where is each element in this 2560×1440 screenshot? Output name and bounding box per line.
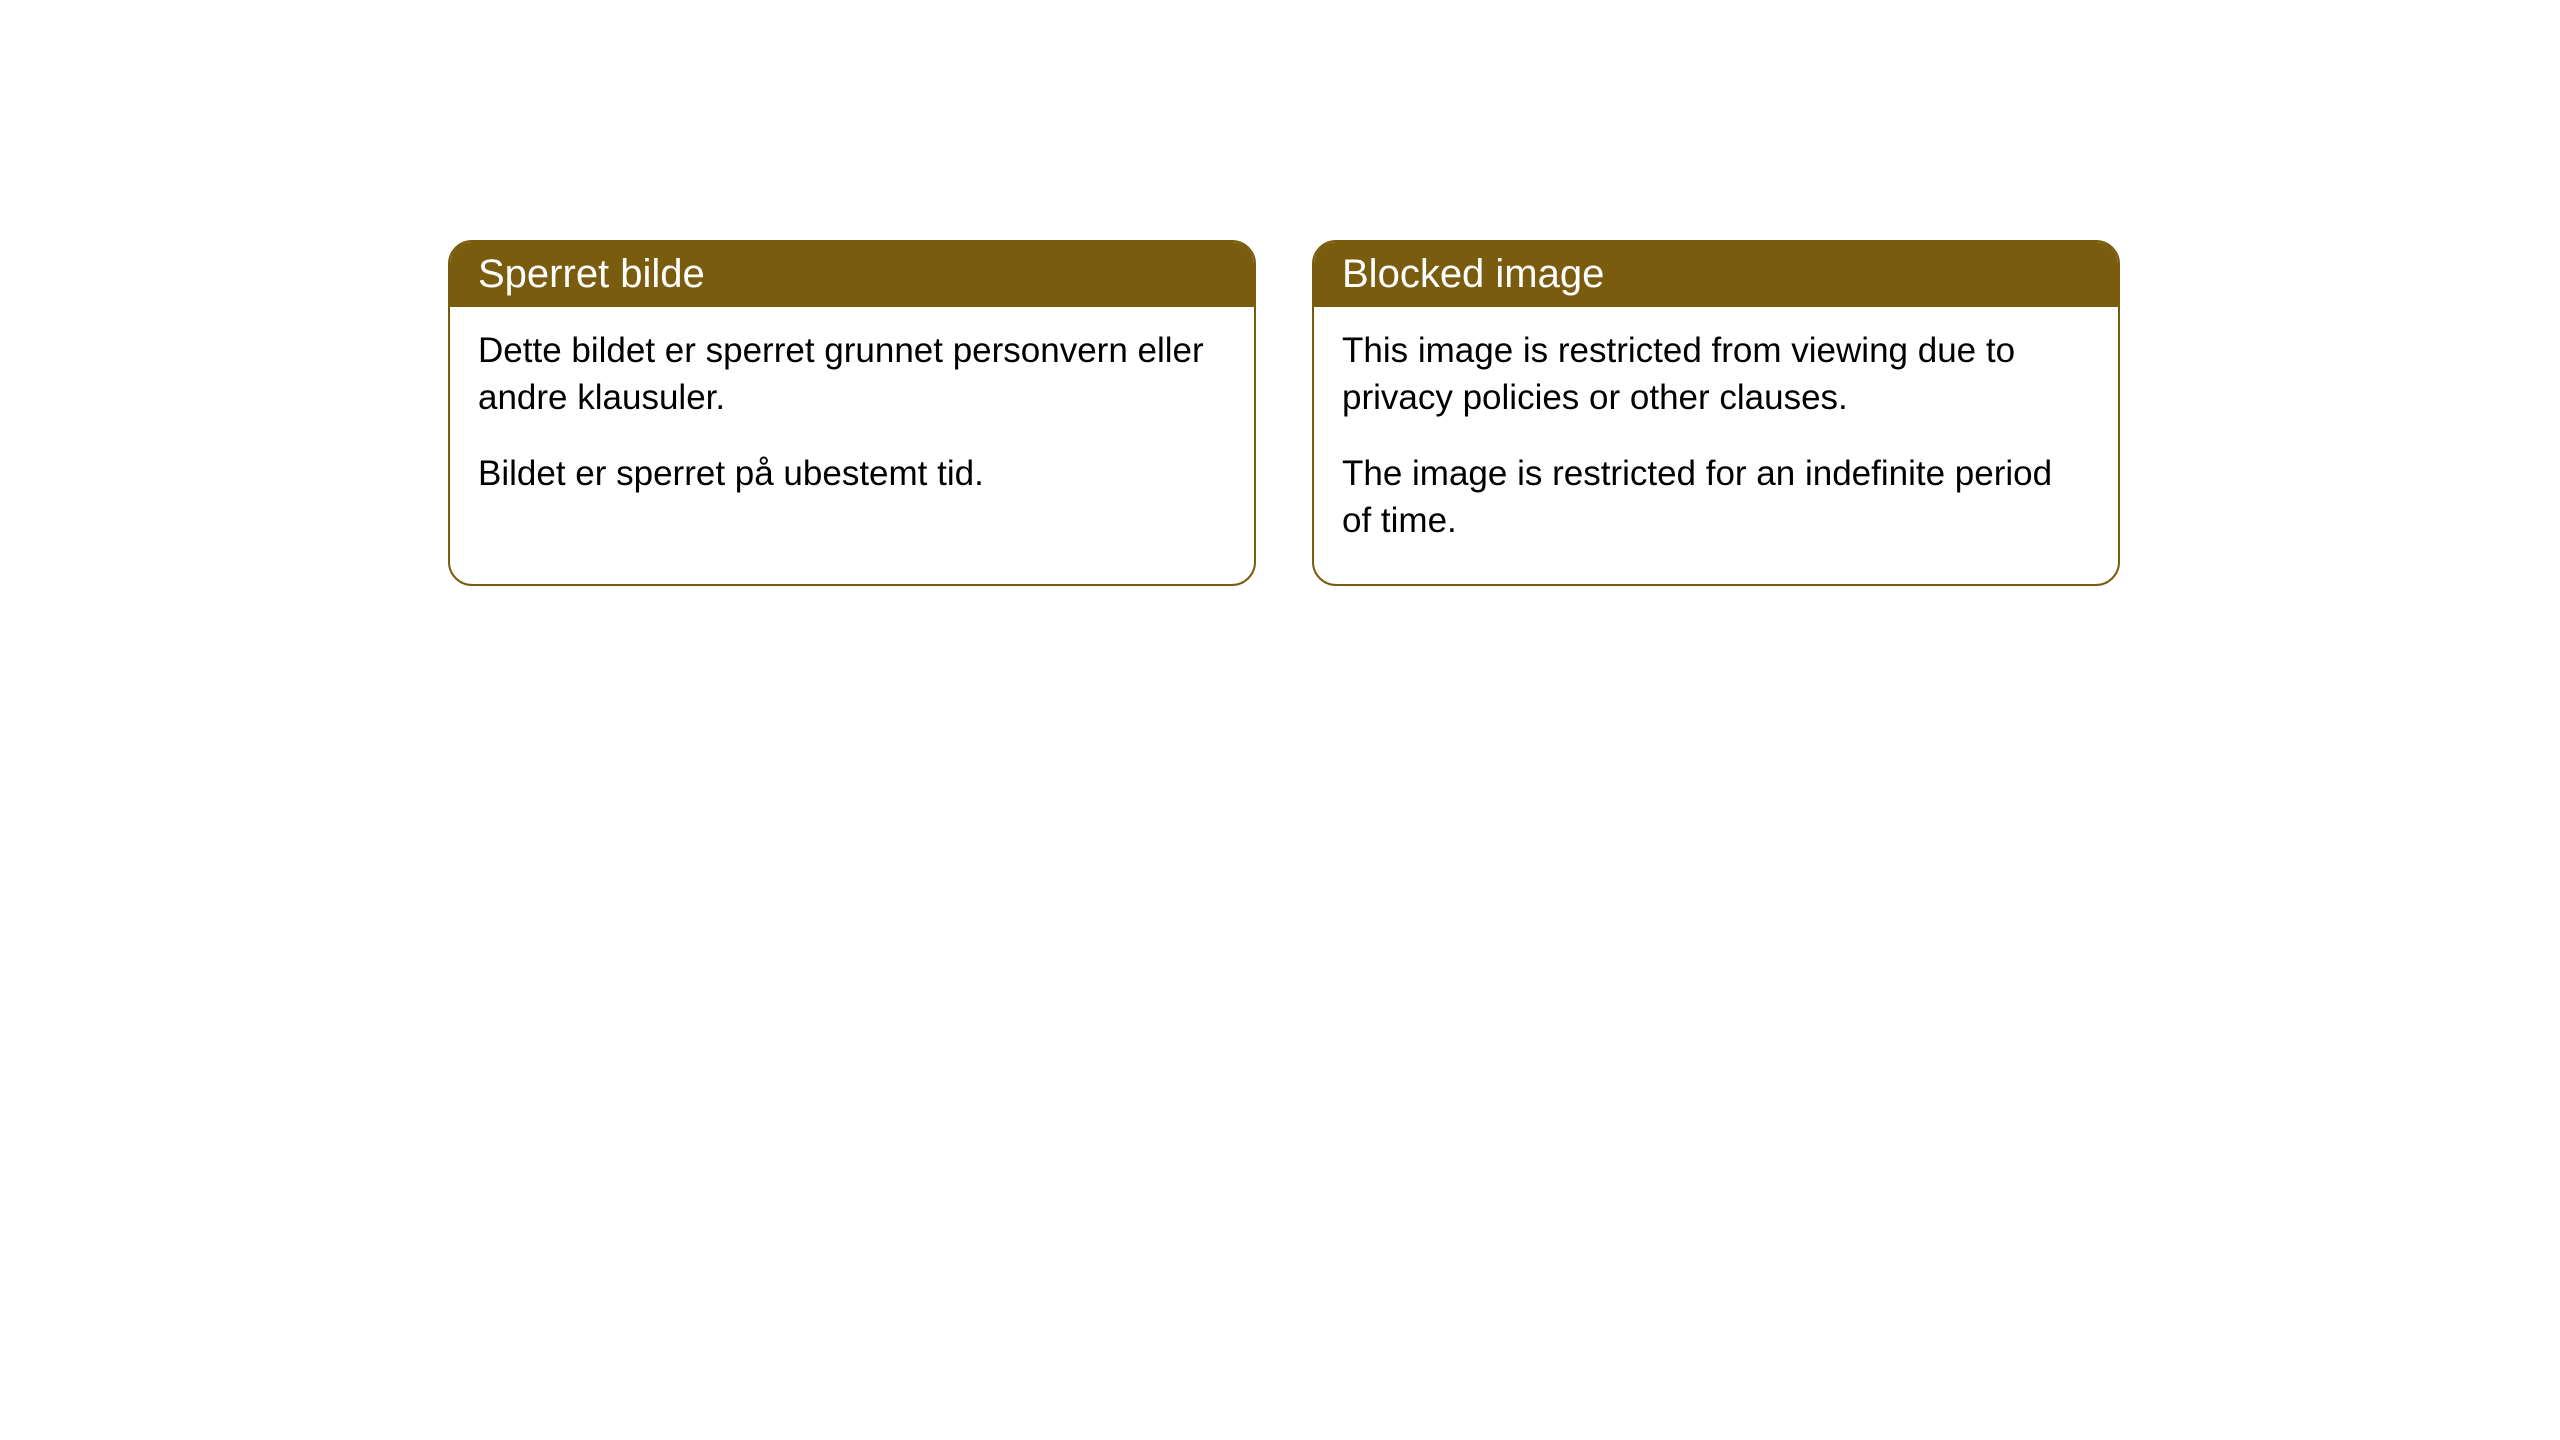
card-paragraph: This image is restricted from viewing du…	[1342, 327, 2090, 422]
notice-cards-container: Sperret bilde Dette bildet er sperret gr…	[448, 240, 2120, 586]
card-paragraph: Bildet er sperret på ubestemt tid.	[478, 450, 1226, 497]
card-title: Blocked image	[1342, 252, 1604, 296]
card-body-norwegian: Dette bildet er sperret grunnet personve…	[450, 307, 1254, 537]
card-paragraph: Dette bildet er sperret grunnet personve…	[478, 327, 1226, 422]
notice-card-norwegian: Sperret bilde Dette bildet er sperret gr…	[448, 240, 1256, 586]
card-header-norwegian: Sperret bilde	[450, 242, 1254, 307]
card-paragraph: The image is restricted for an indefinit…	[1342, 450, 2090, 545]
card-title: Sperret bilde	[478, 252, 705, 296]
notice-card-english: Blocked image This image is restricted f…	[1312, 240, 2120, 586]
card-header-english: Blocked image	[1314, 242, 2118, 307]
card-body-english: This image is restricted from viewing du…	[1314, 307, 2118, 584]
